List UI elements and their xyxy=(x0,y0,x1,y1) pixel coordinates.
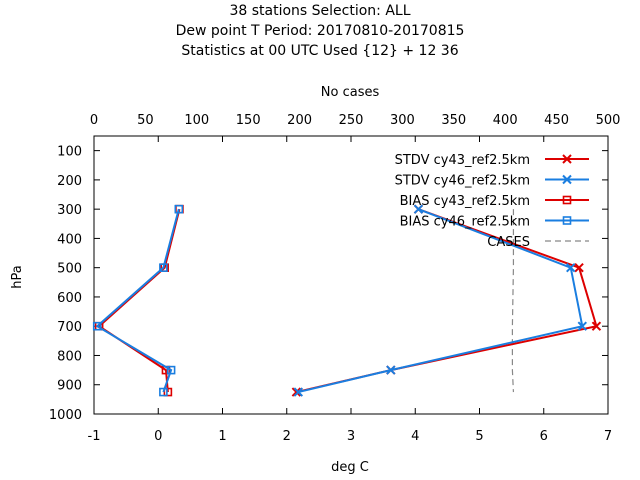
y-axis-label: hPa xyxy=(10,265,25,288)
data-point-bias-cy46-ref2-5km xyxy=(159,387,168,397)
x2-tick-label: 200 xyxy=(287,113,312,128)
x2-tick-label: 400 xyxy=(493,113,518,128)
legend-label: STDV cy46_ref2.5km xyxy=(395,174,530,189)
data-point-bias-cy46-ref2-5km xyxy=(92,321,102,331)
x-tick-label: 7 xyxy=(604,429,612,444)
x-tick-label: 3 xyxy=(347,429,355,444)
legend: STDV cy43_ref2.5km STDV cy46_ref2.5km BIAS… xyxy=(395,153,589,250)
legend-swatch-marker xyxy=(562,154,572,164)
series-line-bias-cy43-ref2-5km xyxy=(97,208,181,393)
chart-title-line-1: 38 stations Selection: ALL xyxy=(229,3,410,19)
y-tick-label: 100 xyxy=(57,145,82,160)
x-axis-label: deg C xyxy=(331,460,369,475)
data-point-stdv-cy46-ref2-5km xyxy=(293,387,304,397)
chart-title-block: 38 stations Selection: ALL Dew point T P… xyxy=(176,3,465,59)
x2-tick-label: 450 xyxy=(544,113,569,128)
x-tick-label: 0 xyxy=(154,429,162,444)
x-tick-label: 1 xyxy=(218,429,226,444)
x-tick-label: 4 xyxy=(411,429,419,444)
legend-label: BIAS cy43_ref2.5km xyxy=(400,194,530,209)
x-tick-label: 6 xyxy=(540,429,548,444)
x2-axis-label: No cases xyxy=(321,85,380,100)
y-tick-label: 600 xyxy=(57,291,82,306)
x-tick-label: 2 xyxy=(283,429,291,444)
y-tick-label: 400 xyxy=(57,232,82,247)
x2-tick-label: 500 xyxy=(596,113,621,128)
y-axis-ticks: 100 200 300 400 500 600 700 800 900 1000 xyxy=(49,145,608,423)
series-group xyxy=(92,204,602,397)
data-point-stdv-cy46-ref2-5km xyxy=(386,365,396,375)
series-line-bias-cy46-ref2-5km xyxy=(95,208,180,393)
x2-tick-label: 350 xyxy=(441,113,466,128)
data-point-bias-cy46-ref2-5km xyxy=(166,365,176,375)
series-line-stdv-cy46-ref2-5km xyxy=(298,208,584,394)
data-point-bias-cy46-ref2-5km xyxy=(159,263,168,272)
x-tick-label: 5 xyxy=(475,429,483,444)
legend-label: CASES xyxy=(487,235,530,250)
legend-swatch-marker xyxy=(562,174,572,185)
chart-title-line-2: Dew point T Period: 20170810-20170815 xyxy=(176,23,465,39)
data-point-stdv-cy43-ref2-5km xyxy=(574,262,584,273)
legend-label: BIAS cy46_ref2.5km xyxy=(400,215,530,230)
data-point-bias-cy46-ref2-5km xyxy=(174,204,184,214)
series-line-stdv-cy43-ref2-5km xyxy=(296,208,598,394)
y-tick-label: 200 xyxy=(57,174,82,189)
x2-tick-label: 250 xyxy=(339,113,364,128)
y-tick-label: 300 xyxy=(57,203,82,218)
y-tick-label: 1000 xyxy=(49,408,82,423)
data-point-stdv-cy46-ref2-5km xyxy=(577,321,588,331)
legend-swatch-marker xyxy=(562,195,572,205)
legend-swatch-marker xyxy=(562,216,572,225)
x-tick-label: -1 xyxy=(88,429,101,444)
x2-axis-ticks: 0 50 100 150 200 250 300 350 400 450 500 xyxy=(90,113,621,128)
x2-tick-label: 150 xyxy=(236,113,261,128)
data-point-stdv-cy43-ref2-5km xyxy=(291,387,302,397)
x2-tick-label: 300 xyxy=(390,113,415,128)
x2-tick-label: 0 xyxy=(90,113,98,128)
x2-tick-label: 100 xyxy=(184,113,209,128)
y-tick-label: 500 xyxy=(57,262,82,277)
data-point-stdv-cy46-ref2-5km xyxy=(413,204,424,214)
y-tick-label: 700 xyxy=(57,320,82,335)
data-point-stdv-cy46-ref2-5km xyxy=(566,262,576,273)
data-point-stdv-cy43-ref2-5km xyxy=(591,321,602,331)
y-tick-label: 800 xyxy=(57,349,82,364)
legend-label: STDV cy43_ref2.5km xyxy=(395,153,530,168)
x-axis-ticks: -1 0 1 2 3 4 5 6 7 xyxy=(88,136,612,444)
y-tick-label: 900 xyxy=(57,379,82,394)
chart-title-line-3: Statistics at 00 UTC Used {12} + 12 36 xyxy=(181,43,458,59)
x2-tick-label: 50 xyxy=(137,113,154,128)
